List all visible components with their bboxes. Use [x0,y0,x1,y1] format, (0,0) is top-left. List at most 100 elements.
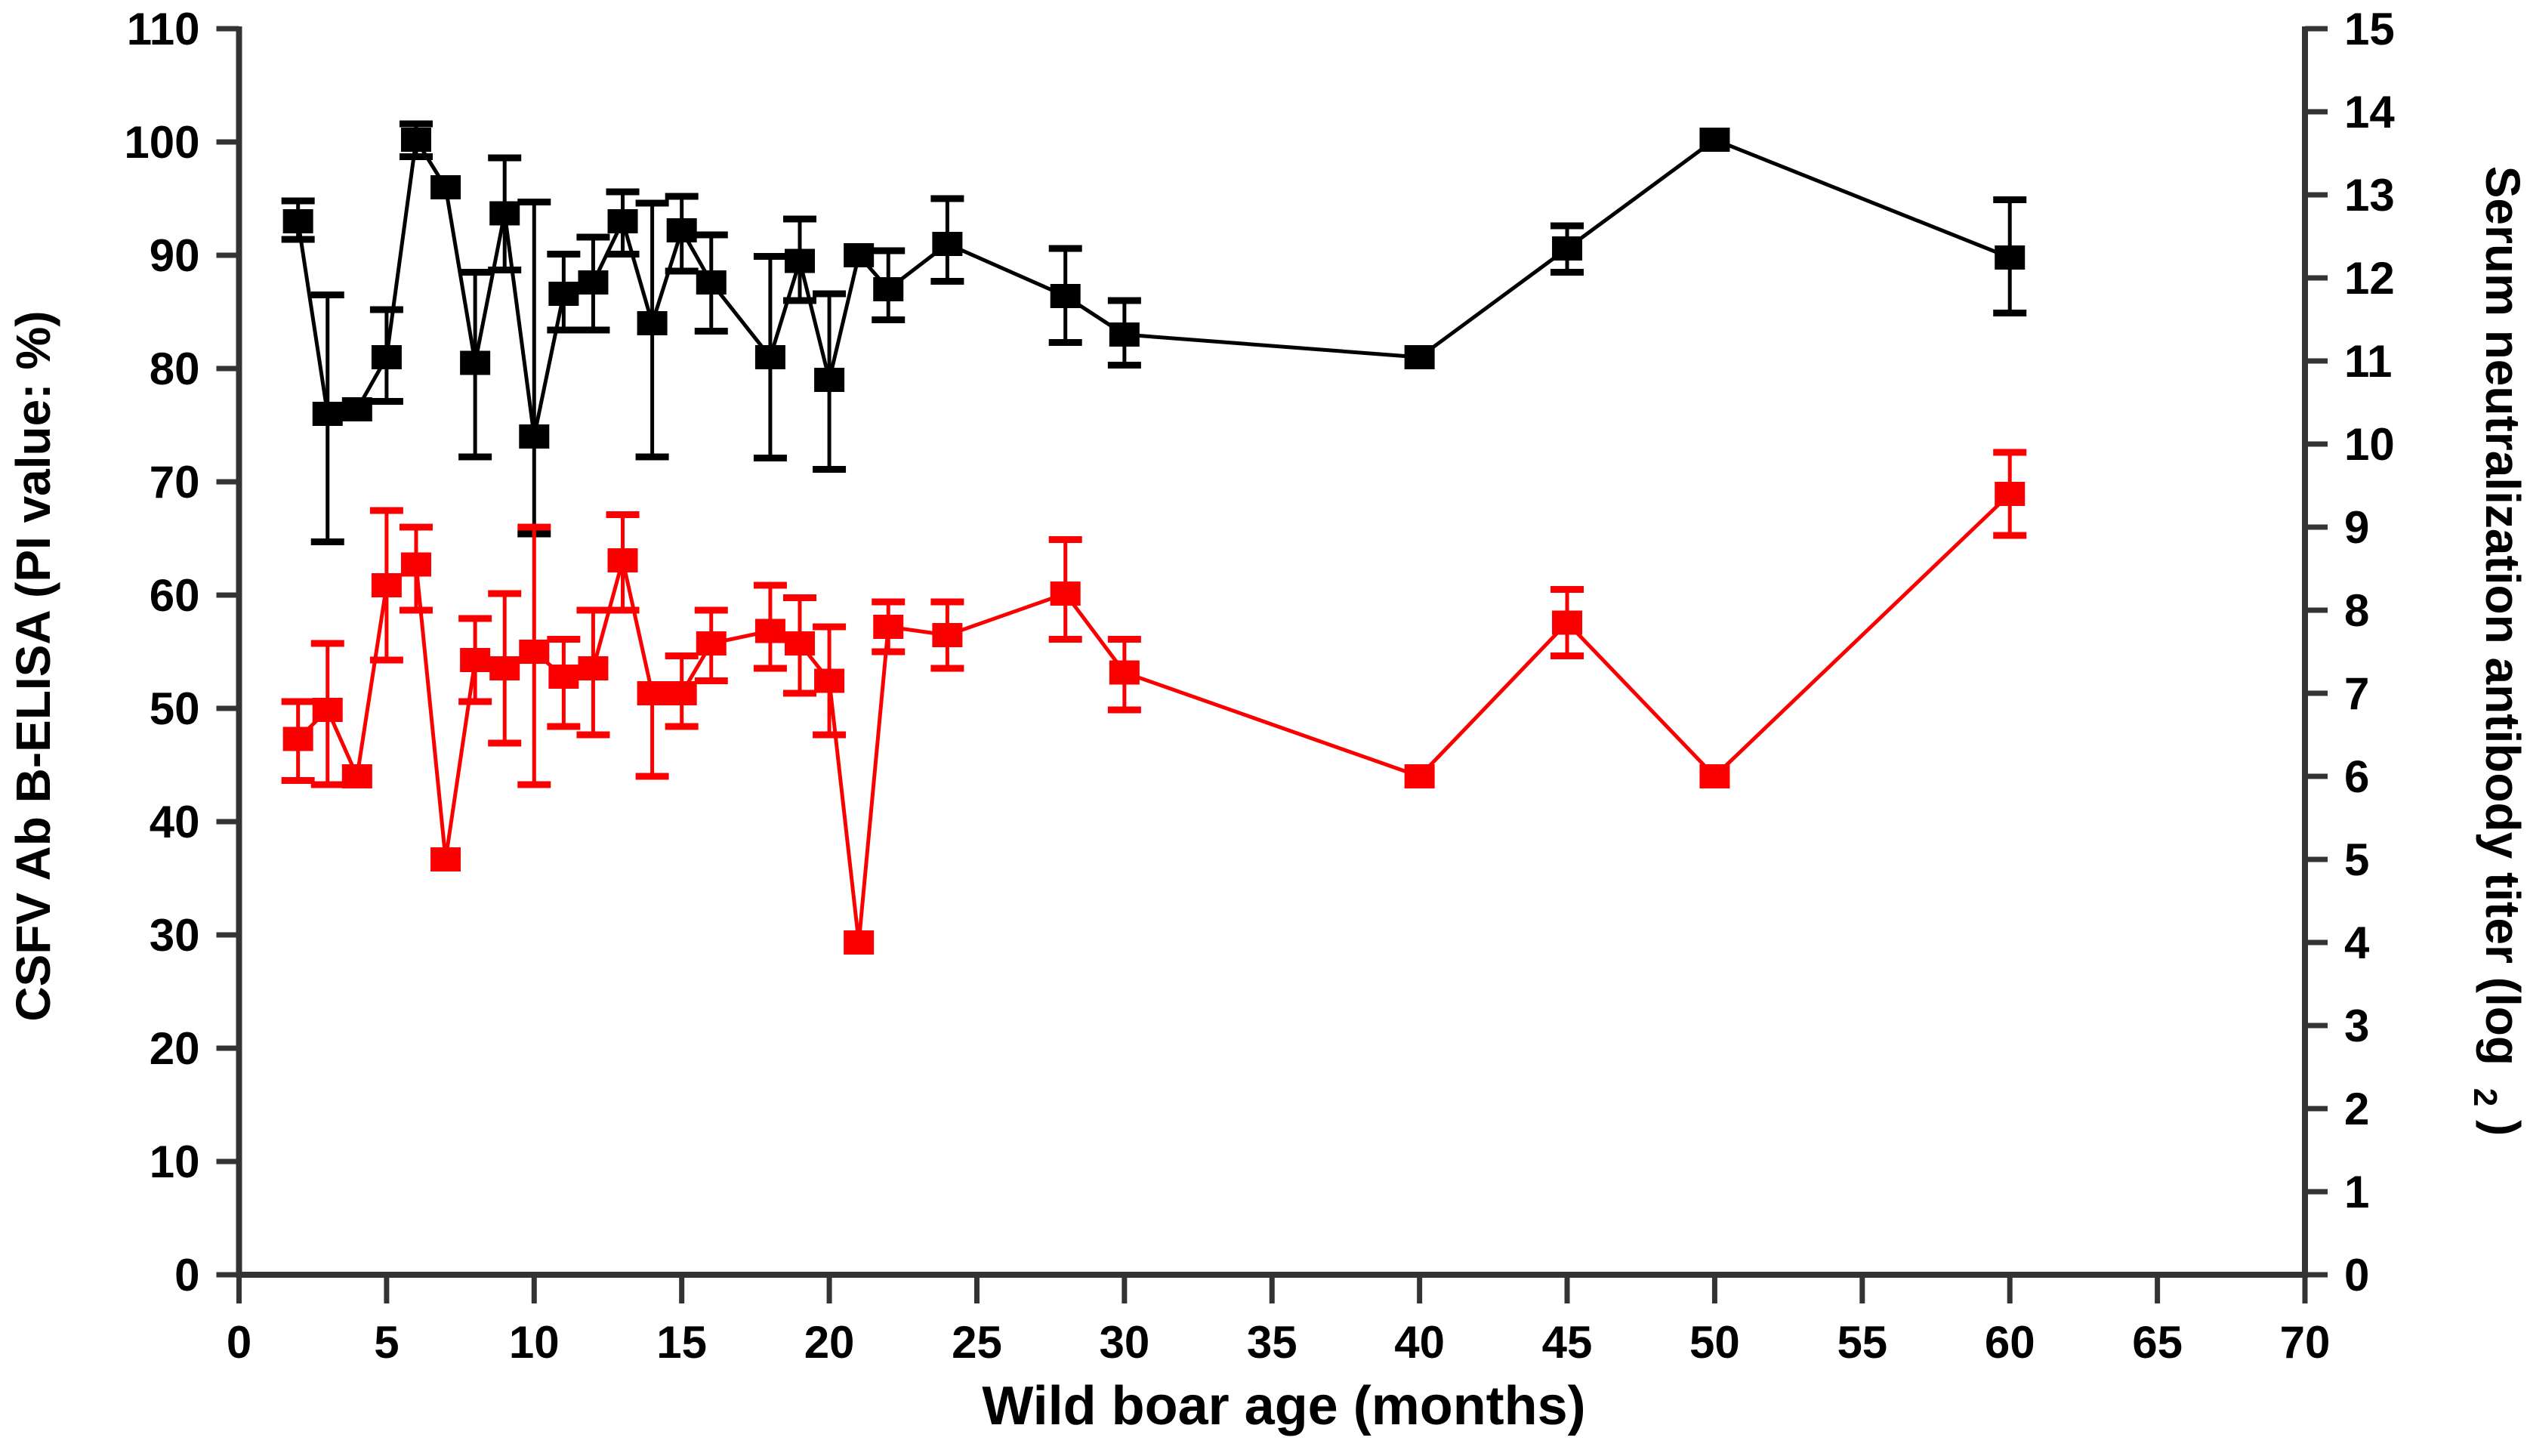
y-left-axis-title: CSFV Ab B-ELISA (PI value: %) [6,310,60,1021]
data-point-marker [637,681,668,705]
data-point-marker [400,552,431,577]
data-point-marker [754,345,785,369]
y-right-tick-label: 11 [2344,336,2392,387]
data-point-marker [1050,284,1081,308]
y-right-tick-label: 10 [2344,419,2395,470]
data-point-marker [607,548,638,572]
x-tick-label: 55 [1837,1317,1887,1368]
data-point-marker [1699,764,1730,788]
data-point-marker [1050,581,1081,606]
data-point-marker [312,698,343,722]
x-tick-label: 25 [952,1317,1002,1368]
y-right-tick-label: 5 [2344,834,2369,885]
y-right-tick-label: 0 [2344,1250,2369,1300]
x-tick-label: 30 [1099,1317,1149,1368]
data-point-marker [519,640,550,664]
data-point-marker [371,345,402,369]
x-tick-label: 70 [2280,1317,2331,1368]
series-layer [281,120,2027,955]
y-left-tick-label: 90 [150,230,200,281]
y-left-tick-label: 0 [174,1250,199,1300]
data-point-marker [932,232,963,256]
data-point-marker [814,368,845,392]
y-right-title-close: ) [2476,1120,2527,1136]
y-right-tick-label: 14 [2344,87,2395,137]
data-point-marker [1995,245,2026,270]
data-point-marker [1995,482,2026,506]
series-elisa [281,120,2027,545]
x-axis-title: Wild boar age (months) [982,1376,1585,1436]
y-right-tick-label: 9 [2344,502,2369,553]
y-right-tick-label: 7 [2344,668,2369,719]
y-right-axis-title: Serum neutralization antibody titer (log… [2464,166,2527,1137]
data-point-marker [460,648,491,672]
y-right-title-text: Serum neutralization antibody titer (log [2476,166,2527,1066]
x-tick-label: 5 [374,1317,399,1368]
data-point-marker [784,631,815,656]
y-left-tick-label: 10 [150,1137,200,1187]
y-right-tick-label: 1 [2344,1167,2369,1217]
y-right-tick-label: 4 [2344,918,2370,968]
x-tick-label: 10 [509,1317,560,1368]
data-point-marker [489,656,520,680]
data-point-marker [1109,660,1140,685]
x-tick-label: 50 [1689,1317,1740,1368]
data-point-marker [400,128,431,152]
data-point-marker [312,402,343,426]
y-right-tick-label: 12 [2344,253,2395,304]
data-point-marker [784,248,815,273]
y-left-tick-label: 60 [150,570,200,621]
data-point-marker [696,270,727,295]
x-tick-label: 0 [227,1317,251,1368]
y-right-title-subscript: 2 [2467,1088,2504,1106]
y-left-tick-label: 40 [150,797,200,847]
data-point-marker [932,623,963,647]
data-point-marker [578,270,609,295]
data-point-marker [754,618,785,643]
x-tick-label: 65 [2132,1317,2183,1368]
data-point-marker [430,847,461,871]
data-point-marker [578,656,609,680]
data-point-marker [371,573,402,597]
data-point-marker [1404,764,1435,788]
y-axis-left: 0 10 20 30 40 50 60 70 80 90 100 110 [124,4,242,1300]
y-right-tick-label: 6 [2344,751,2369,802]
y-right-tick-label: 15 [2344,4,2395,54]
data-point-marker [489,201,520,226]
data-point-marker [1552,236,1583,261]
y-right-tick-label: 13 [2344,170,2395,221]
y-left-tick-label: 110 [127,4,200,54]
data-point-marker [548,282,579,306]
data-point-marker [430,175,461,199]
y-left-tick-label: 80 [150,344,200,394]
data-point-marker [1552,610,1583,635]
data-point-marker [1404,345,1435,369]
data-point-marker [696,631,727,656]
y-left-tick-label: 100 [124,117,199,168]
data-point-marker [814,668,845,693]
data-point-marker [873,615,904,639]
x-tick-label: 45 [1542,1317,1593,1368]
data-point-marker [519,424,550,449]
data-point-marker [607,209,638,233]
x-tick-label: 60 [1985,1317,2035,1368]
x-tick-label: 35 [1247,1317,1297,1368]
x-axis: 0 5 10 15 20 25 30 35 40 45 50 55 60 65 70 [227,1272,2331,1368]
data-point-marker [666,681,697,705]
y-left-tick-label: 70 [150,457,200,507]
y-left-tick-label: 50 [150,683,200,734]
data-point-marker [637,311,668,335]
series-line [296,492,2011,943]
y-right-tick-label: 3 [2344,1001,2369,1051]
x-tick-label: 15 [656,1317,707,1368]
data-point-marker [341,764,372,788]
data-point-marker [1109,322,1140,347]
data-point-marker [844,930,875,955]
data-point-marker [844,243,875,267]
data-point-marker [341,397,372,421]
data-point-marker [282,726,313,751]
y-left-tick-label: 20 [150,1023,200,1074]
data-point-marker [460,350,491,375]
